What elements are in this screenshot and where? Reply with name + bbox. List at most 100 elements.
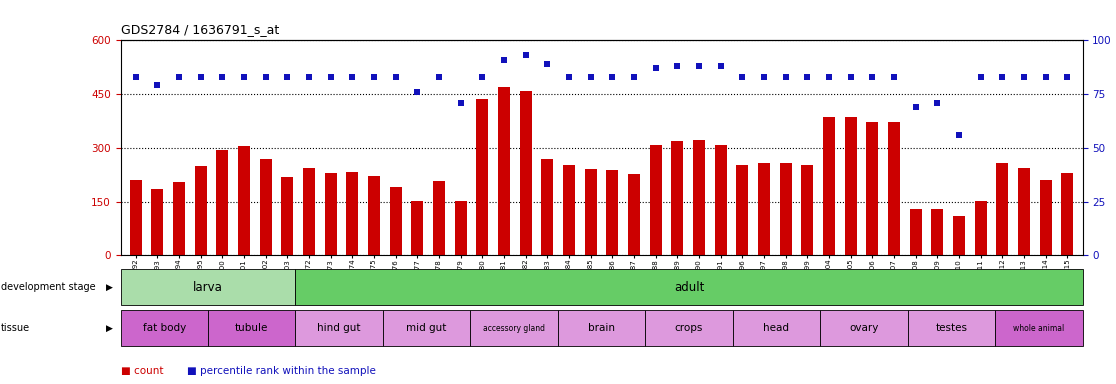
- Bar: [585, 169, 597, 255]
- Bar: [304, 167, 315, 255]
- Point: [690, 63, 708, 69]
- Bar: [997, 163, 1009, 255]
- Point: [365, 74, 383, 80]
- Point: [733, 74, 751, 80]
- Point: [560, 74, 578, 80]
- Point: [1037, 74, 1055, 80]
- Point: [278, 74, 296, 80]
- Point: [257, 74, 275, 80]
- Point: [907, 104, 925, 110]
- Bar: [368, 176, 379, 255]
- Point: [647, 65, 665, 71]
- Bar: [129, 180, 142, 255]
- Bar: [346, 172, 358, 255]
- Point: [885, 74, 903, 80]
- Point: [148, 83, 166, 89]
- Point: [387, 74, 405, 80]
- Point: [777, 74, 795, 80]
- Text: tubule: tubule: [235, 323, 268, 333]
- Point: [408, 89, 426, 95]
- Bar: [454, 201, 466, 255]
- Point: [127, 74, 145, 80]
- Bar: [389, 187, 402, 255]
- Bar: [1040, 180, 1051, 255]
- Text: GDS2784 / 1636791_s_at: GDS2784 / 1636791_s_at: [121, 23, 279, 36]
- Bar: [1018, 168, 1030, 255]
- Bar: [888, 122, 899, 255]
- Point: [213, 74, 231, 80]
- Bar: [477, 99, 489, 255]
- Point: [841, 74, 859, 80]
- Bar: [953, 216, 965, 255]
- Bar: [693, 140, 705, 255]
- Bar: [541, 159, 554, 255]
- Bar: [628, 174, 639, 255]
- Bar: [672, 141, 683, 255]
- Point: [756, 74, 773, 80]
- Bar: [737, 165, 749, 255]
- Point: [820, 74, 838, 80]
- Text: head: head: [763, 323, 789, 333]
- Text: crops: crops: [675, 323, 703, 333]
- Point: [496, 56, 513, 63]
- Text: hind gut: hind gut: [317, 323, 360, 333]
- Point: [1016, 74, 1033, 80]
- Bar: [217, 150, 229, 255]
- Bar: [801, 165, 814, 255]
- Bar: [433, 181, 445, 255]
- Bar: [325, 173, 337, 255]
- Point: [972, 74, 990, 80]
- Point: [538, 61, 556, 67]
- Bar: [932, 210, 943, 255]
- Point: [625, 74, 643, 80]
- Point: [864, 74, 882, 80]
- Bar: [152, 189, 163, 255]
- Bar: [260, 159, 271, 255]
- Bar: [412, 201, 423, 255]
- Point: [192, 74, 210, 80]
- Bar: [845, 117, 857, 255]
- Point: [929, 99, 946, 106]
- Text: ▶: ▶: [106, 283, 113, 291]
- Bar: [520, 91, 531, 255]
- Point: [950, 132, 968, 138]
- Bar: [1061, 173, 1074, 255]
- Text: adult: adult: [674, 281, 704, 293]
- Bar: [564, 165, 575, 255]
- Bar: [758, 163, 770, 255]
- Text: accessory gland: accessory gland: [483, 324, 545, 333]
- Point: [668, 63, 686, 69]
- Text: development stage: development stage: [1, 282, 96, 292]
- Text: brain: brain: [588, 323, 615, 333]
- Point: [517, 52, 535, 58]
- Bar: [824, 118, 835, 255]
- Bar: [498, 87, 510, 255]
- Bar: [238, 146, 250, 255]
- Point: [321, 74, 339, 80]
- Text: whole animal: whole animal: [1013, 324, 1065, 333]
- Point: [235, 74, 253, 80]
- Bar: [281, 177, 294, 255]
- Point: [1058, 74, 1076, 80]
- Bar: [606, 170, 618, 255]
- Point: [581, 74, 599, 80]
- Bar: [974, 201, 987, 255]
- Bar: [650, 145, 662, 255]
- Point: [300, 74, 318, 80]
- Point: [452, 99, 470, 106]
- Bar: [910, 210, 922, 255]
- Point: [473, 74, 491, 80]
- Bar: [866, 122, 878, 255]
- Point: [344, 74, 362, 80]
- Point: [993, 74, 1011, 80]
- Point: [604, 74, 622, 80]
- Point: [430, 74, 448, 80]
- Point: [712, 63, 730, 69]
- Text: tissue: tissue: [1, 323, 30, 333]
- Text: fat body: fat body: [143, 323, 186, 333]
- Bar: [173, 182, 185, 255]
- Bar: [714, 145, 727, 255]
- Text: larva: larva: [193, 281, 223, 293]
- Text: ■ count: ■ count: [121, 366, 163, 376]
- Text: mid gut: mid gut: [406, 323, 446, 333]
